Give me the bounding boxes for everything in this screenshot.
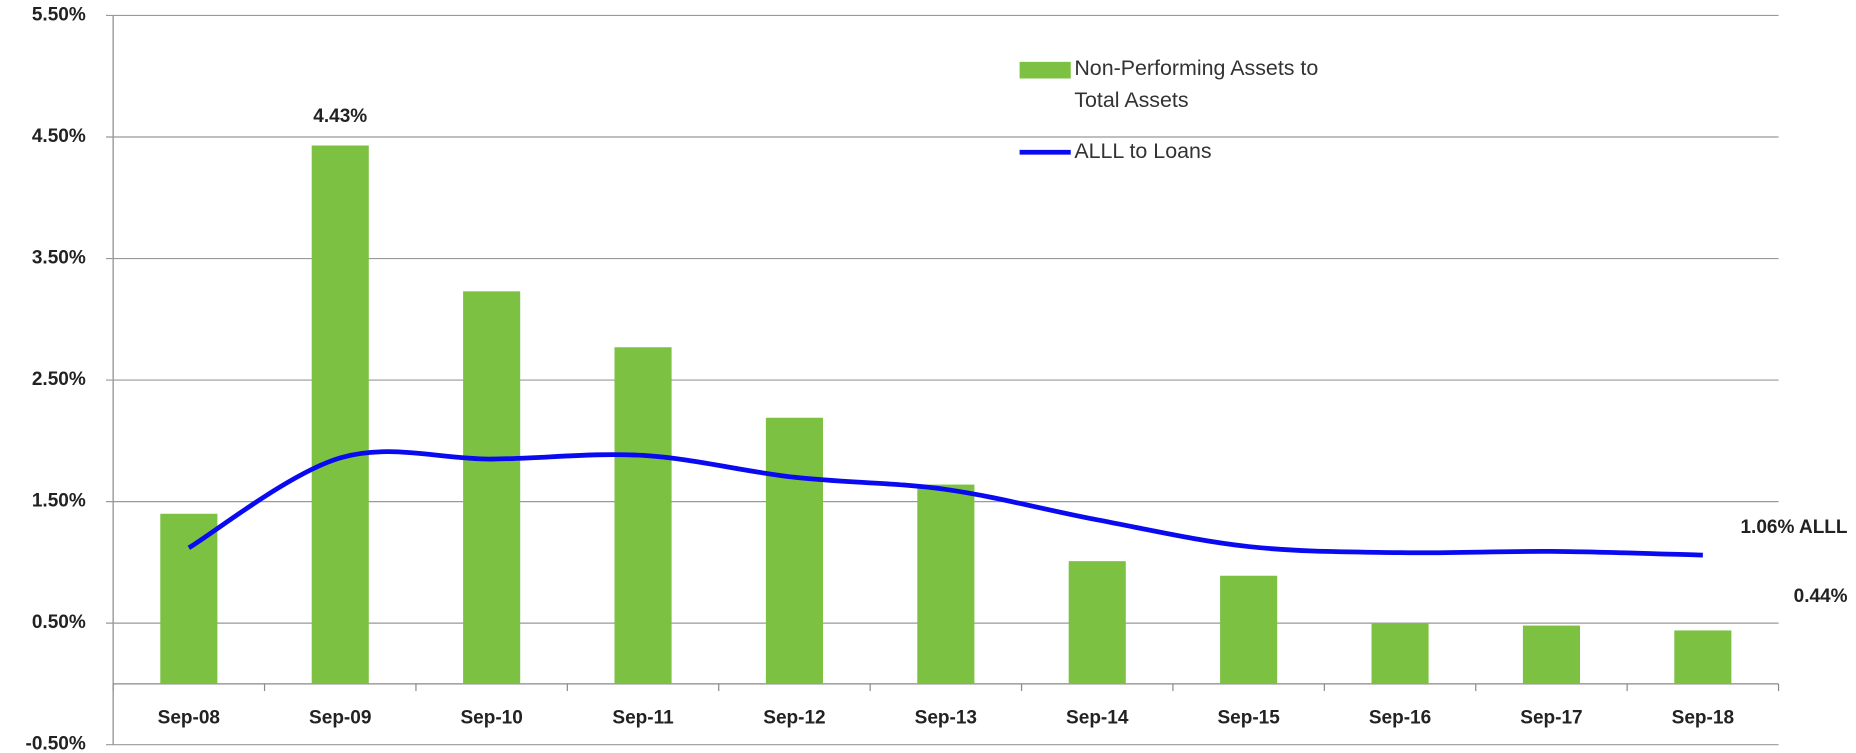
x-tick-label: Sep-14: [1066, 708, 1129, 729]
x-tick-label: Sep-16: [1369, 708, 1431, 729]
x-tick-label: Sep-09: [309, 708, 371, 729]
bar: [1371, 623, 1429, 684]
bar: [160, 513, 218, 684]
bar: [1220, 575, 1278, 684]
bar: [1068, 561, 1126, 684]
bar: [917, 484, 975, 684]
legend-entry: ALLL to Loans: [1074, 139, 1212, 163]
x-tick-label: Sep-15: [1217, 708, 1280, 729]
bar: [765, 417, 823, 684]
y-tick-label: 1.50%: [32, 491, 86, 512]
y-tick-label: 2.50%: [32, 369, 86, 390]
bar: [1674, 630, 1732, 684]
y-tick-label: 3.50%: [32, 248, 86, 269]
line: [187, 449, 1703, 558]
legend-entry: Non-Performing Assets to Total Assets: [1074, 55, 1319, 112]
y-tick-label: 0.50%: [32, 612, 86, 633]
y-tick-label: 5.50%: [32, 4, 86, 25]
data-label: 1.06% ALLL: [1740, 517, 1847, 538]
y-tick-label: 4.50%: [32, 126, 86, 147]
bar: [463, 291, 521, 684]
data-label: 4.43%: [313, 106, 367, 127]
bar: [614, 347, 672, 684]
data-label: 0.44%: [1794, 586, 1848, 607]
x-tick-label: Sep-18: [1672, 708, 1734, 729]
x-tick-label: Sep-11: [612, 708, 674, 729]
legend-label: Non-Performing Assets to Total Assets: [1074, 55, 1319, 112]
bar: [1522, 625, 1580, 684]
x-tick-label: Sep-10: [460, 708, 522, 729]
bar: [311, 145, 369, 684]
legend-swatch: [1019, 61, 1071, 79]
x-tick-label: Sep-08: [158, 708, 220, 729]
x-tick-label: Sep-17: [1520, 708, 1582, 729]
legend-label: ALLL to Loans: [1074, 139, 1212, 163]
x-tick-label: Sep-12: [763, 708, 825, 729]
x-tick-label: Sep-13: [915, 708, 977, 729]
y-tick-label: -0.50%: [26, 734, 86, 753]
